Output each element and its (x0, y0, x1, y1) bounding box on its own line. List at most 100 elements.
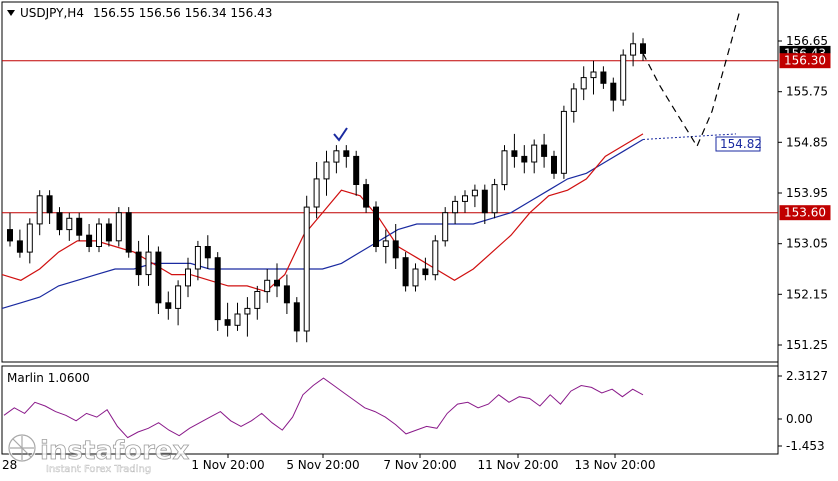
price-tick-label: 151.25 (786, 338, 828, 352)
candle-body (462, 195, 468, 202)
candle (274, 263, 280, 298)
price-tick-label: 153.95 (786, 186, 828, 200)
indicator-tick-label: -1.453 (786, 439, 825, 453)
candle (165, 291, 172, 320)
candle-body (343, 150, 350, 157)
indicator-pane[interactable] (1, 365, 779, 455)
candle (363, 178, 370, 213)
price-tick-label: 155.75 (786, 85, 828, 99)
candle-body (422, 268, 429, 276)
candle-body (175, 285, 182, 309)
candle (501, 145, 508, 191)
candle-body (491, 184, 498, 214)
candle (283, 274, 290, 314)
candle-body (590, 71, 597, 79)
candle-body (452, 200, 459, 214)
price-tick-label: 152.15 (786, 287, 828, 301)
candle (323, 150, 330, 196)
candle-body (560, 110, 567, 174)
candle-body (7, 229, 13, 242)
candle (175, 280, 182, 326)
candle-body (194, 246, 201, 270)
candle (570, 83, 577, 123)
candle (7, 212, 13, 247)
date-tick-label: 5 Nov 20:00 (286, 458, 359, 472)
candle-body (501, 150, 508, 186)
forecast-dashed-line (642, 9, 741, 148)
candle-body (541, 144, 548, 157)
candle (234, 302, 241, 331)
candle (194, 240, 201, 281)
candle (46, 190, 53, 224)
candle (610, 77, 617, 112)
candle (580, 66, 587, 101)
target-price-tag-text: 154.82 (720, 137, 762, 151)
instaforex-logo-icon (7, 433, 37, 463)
candle (224, 302, 231, 337)
watermark-brand: instaforex (40, 436, 190, 466)
candle (462, 190, 468, 213)
candle (86, 224, 93, 253)
ma-extension-line (642, 133, 737, 140)
dropdown-triangle-icon[interactable] (7, 10, 15, 16)
ma-slow-line (1, 138, 644, 309)
candle (511, 133, 518, 168)
candle-body (96, 223, 102, 247)
candle (264, 269, 271, 303)
indicator-tick-label: 0.00 (786, 412, 813, 426)
upper-level-tag-box (779, 53, 831, 69)
candle-body (105, 223, 112, 242)
candle (382, 229, 389, 264)
candle-body (76, 217, 83, 236)
watermark: instaforex Instant Forex Trading (7, 433, 190, 475)
candle (373, 201, 379, 253)
candlesticks (7, 32, 646, 343)
candle (105, 218, 112, 247)
candle (402, 252, 409, 292)
symbol-label: USDJPY,H4 (20, 6, 84, 20)
oscillator-line (3, 377, 644, 439)
candle (26, 218, 33, 264)
candle (521, 145, 528, 174)
candle (452, 195, 459, 224)
candle (531, 139, 538, 174)
candle-body (471, 189, 478, 197)
candle-body (620, 54, 627, 101)
candle-body (283, 285, 290, 304)
candle (244, 297, 251, 337)
candle-body (382, 240, 389, 247)
candle (313, 162, 320, 219)
candle-body (16, 240, 23, 253)
candle-body (570, 88, 577, 112)
candle-body (56, 212, 63, 231)
candle-body (402, 257, 409, 287)
candle (471, 184, 478, 208)
candle (491, 178, 498, 219)
candle-body (244, 307, 251, 315)
price-tick-label: 153.05 (786, 237, 828, 251)
price-pane[interactable] (1, 1, 779, 363)
candle (630, 32, 637, 67)
candle-body (323, 161, 330, 180)
candle-body (274, 279, 280, 287)
candle-body (264, 279, 271, 293)
candle (600, 66, 607, 89)
candle (125, 207, 132, 258)
candle-body (46, 195, 53, 214)
candle-body (303, 206, 310, 332)
candle-body (442, 212, 449, 242)
candle (185, 257, 191, 298)
indicator-label: Marlin 1.0600 (7, 371, 90, 385)
candle (551, 150, 557, 179)
candle-body (115, 212, 122, 242)
check-mark-icon (333, 127, 348, 142)
date-tick-label: 13 Nov 20:00 (575, 458, 656, 472)
candle-body (531, 144, 538, 163)
candle (343, 145, 350, 168)
candle (135, 240, 142, 286)
ohlc-values: 156.55 156.56 156.34 156.43 (93, 6, 272, 20)
price-axis: 156.65 155.75 154.85 153.95 153.05 152.15 151.… (715, 34, 831, 352)
lower-level-tag: 153.60 (779, 205, 831, 221)
